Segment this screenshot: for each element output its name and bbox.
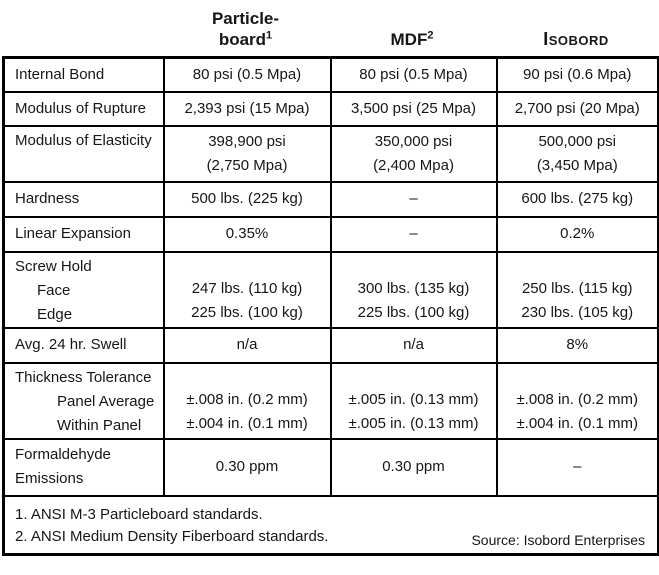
value-cell-isobord: 2,700 psi (20 Mpa) <box>495 90 659 127</box>
column-header-particleboard-line1: Particle- <box>211 9 280 28</box>
footnote-2: 2. ANSI Medium Density Fiberboard standa… <box>15 527 329 545</box>
column-header-mdf: MDF2 <box>329 29 495 56</box>
spec-comparison-table: Internal Bond 80 psi (0.5 Mpa) 80 psi (0… <box>2 56 659 556</box>
value-cell-mdf: n/a <box>329 326 498 364</box>
source-credit: Source: Isobord Enterprises <box>471 531 645 548</box>
row-label: Modulus of Rupture <box>2 90 165 127</box>
row-label: Formaldehyde Emissions <box>2 437 165 497</box>
row-label: Internal Bond <box>2 56 165 93</box>
row-label: Screw Hold Face Edge <box>2 250 165 329</box>
row-label: Modulus of Elasticity <box>2 124 165 183</box>
column-header-particleboard: Particle- board1 <box>162 8 329 56</box>
value-cell-particleboard: 0.35% <box>162 215 332 253</box>
value-cell-particleboard: 247 lbs. (110 kg) 225 lbs. (100 kg) <box>162 250 332 329</box>
column-header-mdf-line: MDF2 <box>390 29 434 49</box>
value-cell-isobord: 90 psi (0.6 Mpa) <box>495 56 659 93</box>
column-header-isobord-line: Isobord <box>543 29 609 49</box>
value-cell-particleboard: n/a <box>162 326 332 364</box>
value-cell-mdf: ±.005 in. (0.13 mm) ±.005 in. (0.13 mm) <box>329 361 498 440</box>
footnote-marker-2: 2 <box>427 29 434 42</box>
row-label: Hardness <box>2 180 165 218</box>
table-row-footnotes: 1. ANSI M-3 Particleboard standards. 2. … <box>2 494 659 555</box>
value-cell-mdf: – <box>329 180 498 218</box>
value-cell-isobord: 600 lbs. (275 kg) <box>495 180 659 218</box>
value-cell-isobord: 8% <box>495 326 659 364</box>
column-header-particleboard-line2: board1 <box>218 29 273 49</box>
table-row-linear-expansion: Linear Expansion 0.35% – 0.2% <box>2 215 659 253</box>
footnote-2-row: 2. ANSI Medium Density Fiberboard standa… <box>15 526 645 548</box>
value-cell-mdf: 350,000 psi (2,400 Mpa) <box>329 124 498 183</box>
value-cell-isobord: – <box>495 437 659 497</box>
value-cell-particleboard: 398,900 psi (2,750 Mpa) <box>162 124 332 183</box>
value-cell-isobord: 0.2% <box>495 215 659 253</box>
table-row-modulus-elasticity: Modulus of Elasticity 398,900 psi (2,750… <box>2 124 659 183</box>
column-headers: Particle- board1 MDF2 Isobord <box>2 0 657 56</box>
row-label: Thickness Tolerance Panel Average Within… <box>2 361 165 440</box>
value-cell-mdf: 3,500 psi (25 Mpa) <box>329 90 498 127</box>
value-cell-isobord: 250 lbs. (115 kg) 230 lbs. (105 kg) <box>495 250 659 329</box>
value-cell-mdf: 80 psi (0.5 Mpa) <box>329 56 498 93</box>
footnote-marker-1: 1 <box>266 29 273 42</box>
value-cell-mdf: 300 lbs. (135 kg) 225 lbs. (100 kg) <box>329 250 498 329</box>
value-cell-particleboard: 0.30 ppm <box>162 437 332 497</box>
value-cell-particleboard: ±.008 in. (0.2 mm) ±.004 in. (0.1 mm) <box>162 361 332 440</box>
row-label: Linear Expansion <box>2 215 165 253</box>
table-row-thickness-tolerance: Thickness Tolerance Panel Average Within… <box>2 361 659 440</box>
column-header-isobord: Isobord <box>495 29 657 56</box>
table-row-hardness: Hardness 500 lbs. (225 kg) – 600 lbs. (2… <box>2 180 659 218</box>
value-cell-isobord: ±.008 in. (0.2 mm) ±.004 in. (0.1 mm) <box>495 361 659 440</box>
footnotes-cell: 1. ANSI M-3 Particleboard standards. 2. … <box>2 494 659 555</box>
table-row-formaldehyde: Formaldehyde Emissions 0.30 ppm 0.30 ppm… <box>2 437 659 497</box>
table-row-avg-swell: Avg. 24 hr. Swell n/a n/a 8% <box>2 326 659 364</box>
value-cell-isobord: 500,000 psi (3,450 Mpa) <box>495 124 659 183</box>
value-cell-particleboard: 500 lbs. (225 kg) <box>162 180 332 218</box>
value-cell-particleboard: 80 psi (0.5 Mpa) <box>162 56 332 93</box>
row-label: Avg. 24 hr. Swell <box>2 326 165 364</box>
table-row-modulus-rupture: Modulus of Rupture 2,393 psi (15 Mpa) 3,… <box>2 90 659 127</box>
footnote-1: 1. ANSI M-3 Particleboard standards. <box>15 505 263 523</box>
table-row-screw-hold: Screw Hold Face Edge 247 lbs. (110 kg) 2… <box>2 250 659 329</box>
value-cell-mdf: – <box>329 215 498 253</box>
value-cell-particleboard: 2,393 psi (15 Mpa) <box>162 90 332 127</box>
table-row-internal-bond: Internal Bond 80 psi (0.5 Mpa) 80 psi (0… <box>2 56 659 93</box>
value-cell-mdf: 0.30 ppm <box>329 437 498 497</box>
